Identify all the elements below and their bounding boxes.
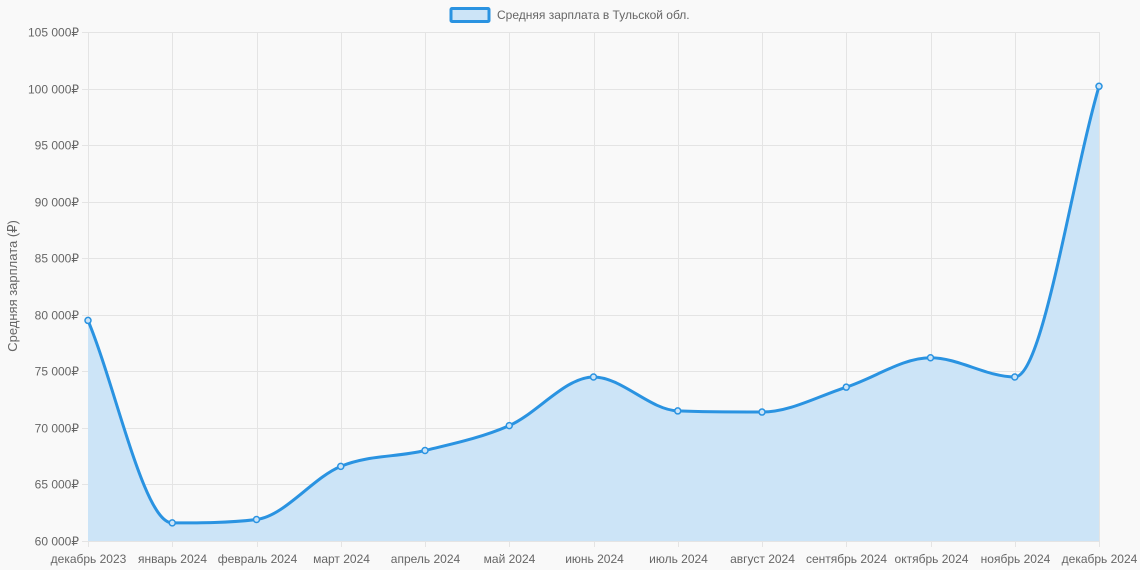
x-tick-label: март 2024	[313, 552, 370, 566]
data-point	[1095, 82, 1103, 91]
data-point	[421, 446, 429, 455]
y-tick-label: 90 000₽	[35, 196, 80, 210]
x-tick-label: февраль 2024	[218, 552, 298, 566]
data-point	[1011, 373, 1019, 381]
x-tick-label: ноябрь 2024	[981, 552, 1051, 566]
legend-swatch[interactable]	[449, 7, 491, 23]
y-tick-label: 100 000₽	[28, 83, 79, 97]
data-points	[84, 82, 1103, 527]
legend[interactable]: Средняя зарплата в Тульской обл.	[449, 7, 690, 23]
data-point	[252, 515, 261, 524]
x-tick-label: декабрь 2024	[1062, 552, 1138, 566]
series-area-layer	[88, 86, 1099, 541]
y-tick-label: 60 000₽	[35, 535, 80, 549]
data-point	[842, 383, 850, 391]
y-tick-label: 75 000₽	[35, 365, 80, 379]
series-area-fill	[88, 86, 1099, 541]
y-tick-label: 80 000₽	[35, 309, 80, 323]
data-point	[337, 462, 345, 471]
data-point	[589, 373, 598, 381]
y-axis-ticks: 60 000₽ 65 000₽ 70 000₽ 75 000₽ 80 000₽ 85 00…	[28, 26, 79, 549]
x-tick-label: сентябрь 2024	[806, 552, 887, 566]
data-point	[84, 316, 92, 325]
data-point	[505, 421, 513, 430]
x-axis-ticks: декабрь 2023 январь 2024 февраль 2024 март …	[51, 552, 1138, 566]
data-point	[758, 408, 766, 416]
x-tick-label: август 2024	[730, 552, 795, 566]
x-tick-label: январь 2024	[138, 552, 207, 566]
x-tick-label: декабрь 2023	[51, 552, 127, 566]
x-tick-label: июнь 2024	[565, 552, 624, 566]
legend-label: Средняя зарплата в Тульской обл.	[497, 8, 690, 22]
y-tick-label: 95 000₽	[35, 139, 80, 153]
x-tick-label: октябрь 2024	[895, 552, 969, 566]
data-point	[674, 407, 682, 415]
x-tick-label: апрель 2024	[391, 552, 461, 566]
y-tick-label: 70 000₽	[35, 422, 80, 436]
y-tick-label: 65 000₽	[35, 478, 80, 492]
x-tick-label: май 2024	[484, 552, 536, 566]
x-tick-label: июль 2024	[649, 552, 708, 566]
y-axis-title: Средняя зарплата (₽)	[5, 220, 20, 352]
data-point	[168, 519, 176, 527]
data-point	[926, 354, 935, 362]
y-tick-label: 105 000₽	[28, 26, 79, 40]
y-tick-label: 85 000₽	[35, 252, 80, 266]
